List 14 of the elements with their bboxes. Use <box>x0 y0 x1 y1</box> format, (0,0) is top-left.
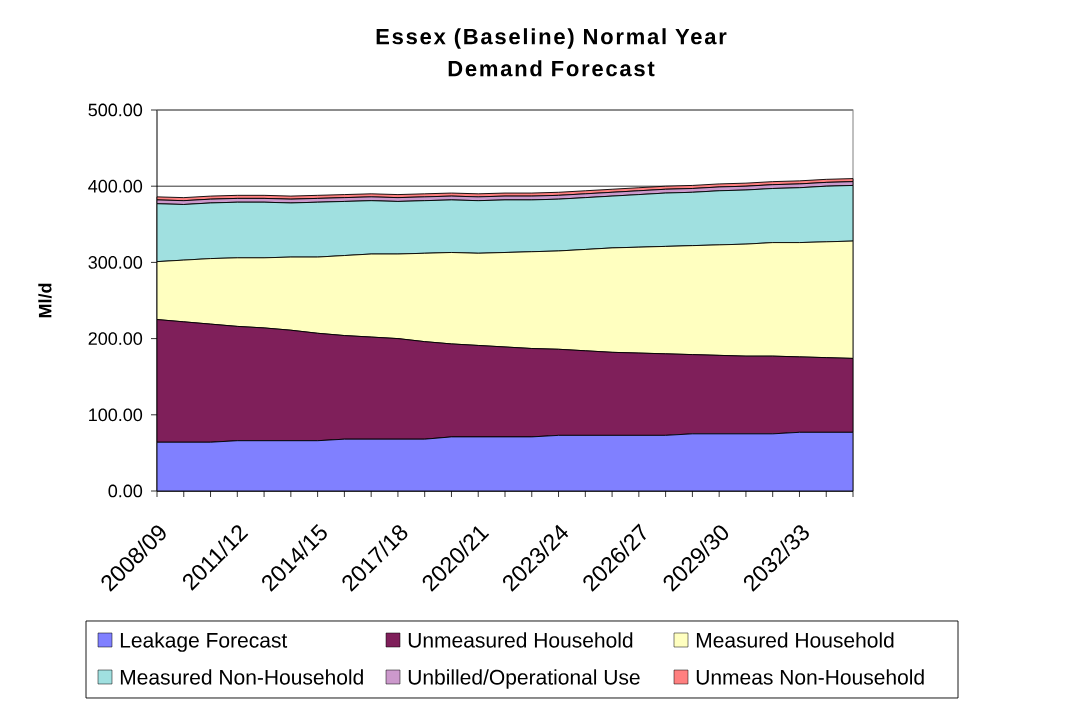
y-tick-label: 200.00 <box>88 332 143 345</box>
legend-label: Unmeas Non-Household <box>696 669 924 685</box>
y-tick-label: 400.00 <box>88 179 143 193</box>
legend-label: Unbilled/Operational Use <box>408 669 640 689</box>
y-axis-title: Ml/d <box>38 283 52 318</box>
y-tick-label: 500.00 <box>88 103 143 117</box>
legend-label: Unmeasured Household <box>408 632 633 648</box>
legend-label: Measured Household <box>696 632 894 648</box>
y-tick-label: 0.00 <box>108 484 143 498</box>
y-tick-label: 100.00 <box>89 408 143 422</box>
chart-title: Essex (Baseline) Normal Year Demand Forecast <box>376 28 727 77</box>
legend-label: Measured Non-Household <box>120 669 363 685</box>
legend-label: Leakage Forecast <box>120 632 288 652</box>
y-tick-label: 300.00 <box>88 256 143 269</box>
